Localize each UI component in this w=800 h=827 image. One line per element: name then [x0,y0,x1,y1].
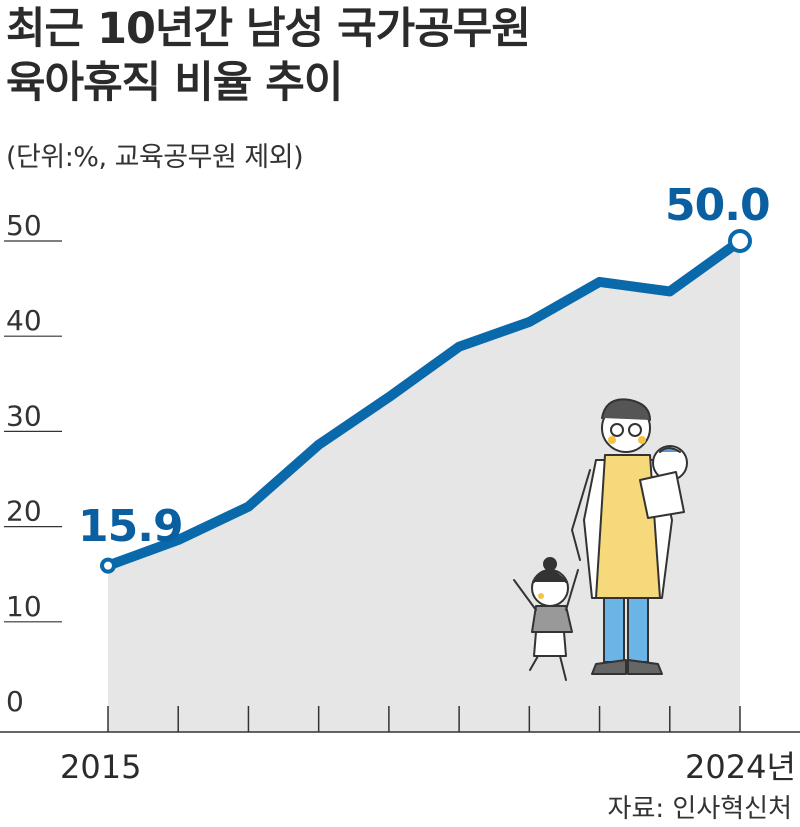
series-line [103,236,745,571]
data-points [100,229,752,574]
data-point-2024 [728,229,752,253]
title-line-2: 육아휴직 비율 추이 [6,58,343,108]
data-label-first: 15.9 [78,501,183,552]
father-with-children-illustration [513,398,688,681]
unit-note: (단위:%, 교육공무원 제외) [6,142,304,173]
title-line-1: 최근 10년간 남성 국가공무원 [6,4,531,54]
data-label-last: 50.0 [665,180,770,231]
y-tick-label: 40 [6,304,42,337]
area-fill [108,241,740,732]
source-note: 자료: 인사혁신처 [607,794,792,824]
y-tick-label: 30 [6,399,42,432]
y-tick-label: 50 [6,209,42,242]
y-tick-label: 0 [6,685,24,718]
x-tick-label-last: 2024년 [685,748,796,786]
x-axis-ticks [107,706,741,732]
y-axis: 0 10 20 30 40 50 [4,209,62,718]
data-point-2015 [100,557,116,574]
chart-title: 최근 10년간 남성 국가공무원 육아휴직 비율 추이 [6,2,531,110]
y-tick-label: 10 [6,590,42,623]
x-tick-label-first: 2015 [60,748,141,786]
y-tick-label: 20 [6,495,42,528]
